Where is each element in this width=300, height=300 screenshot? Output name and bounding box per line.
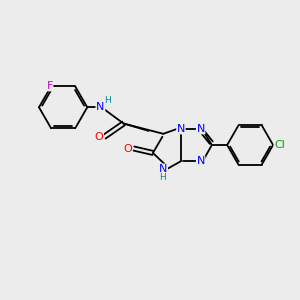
Text: N: N: [159, 164, 167, 174]
Text: N: N: [177, 124, 185, 134]
Text: H: H: [159, 172, 166, 182]
Text: N: N: [196, 156, 205, 166]
Text: H: H: [104, 96, 111, 105]
Text: N: N: [196, 124, 205, 134]
Text: F: F: [46, 81, 53, 91]
Text: O: O: [95, 132, 103, 142]
Text: N: N: [96, 102, 105, 112]
Text: Cl: Cl: [274, 140, 285, 150]
Text: O: O: [124, 143, 132, 154]
